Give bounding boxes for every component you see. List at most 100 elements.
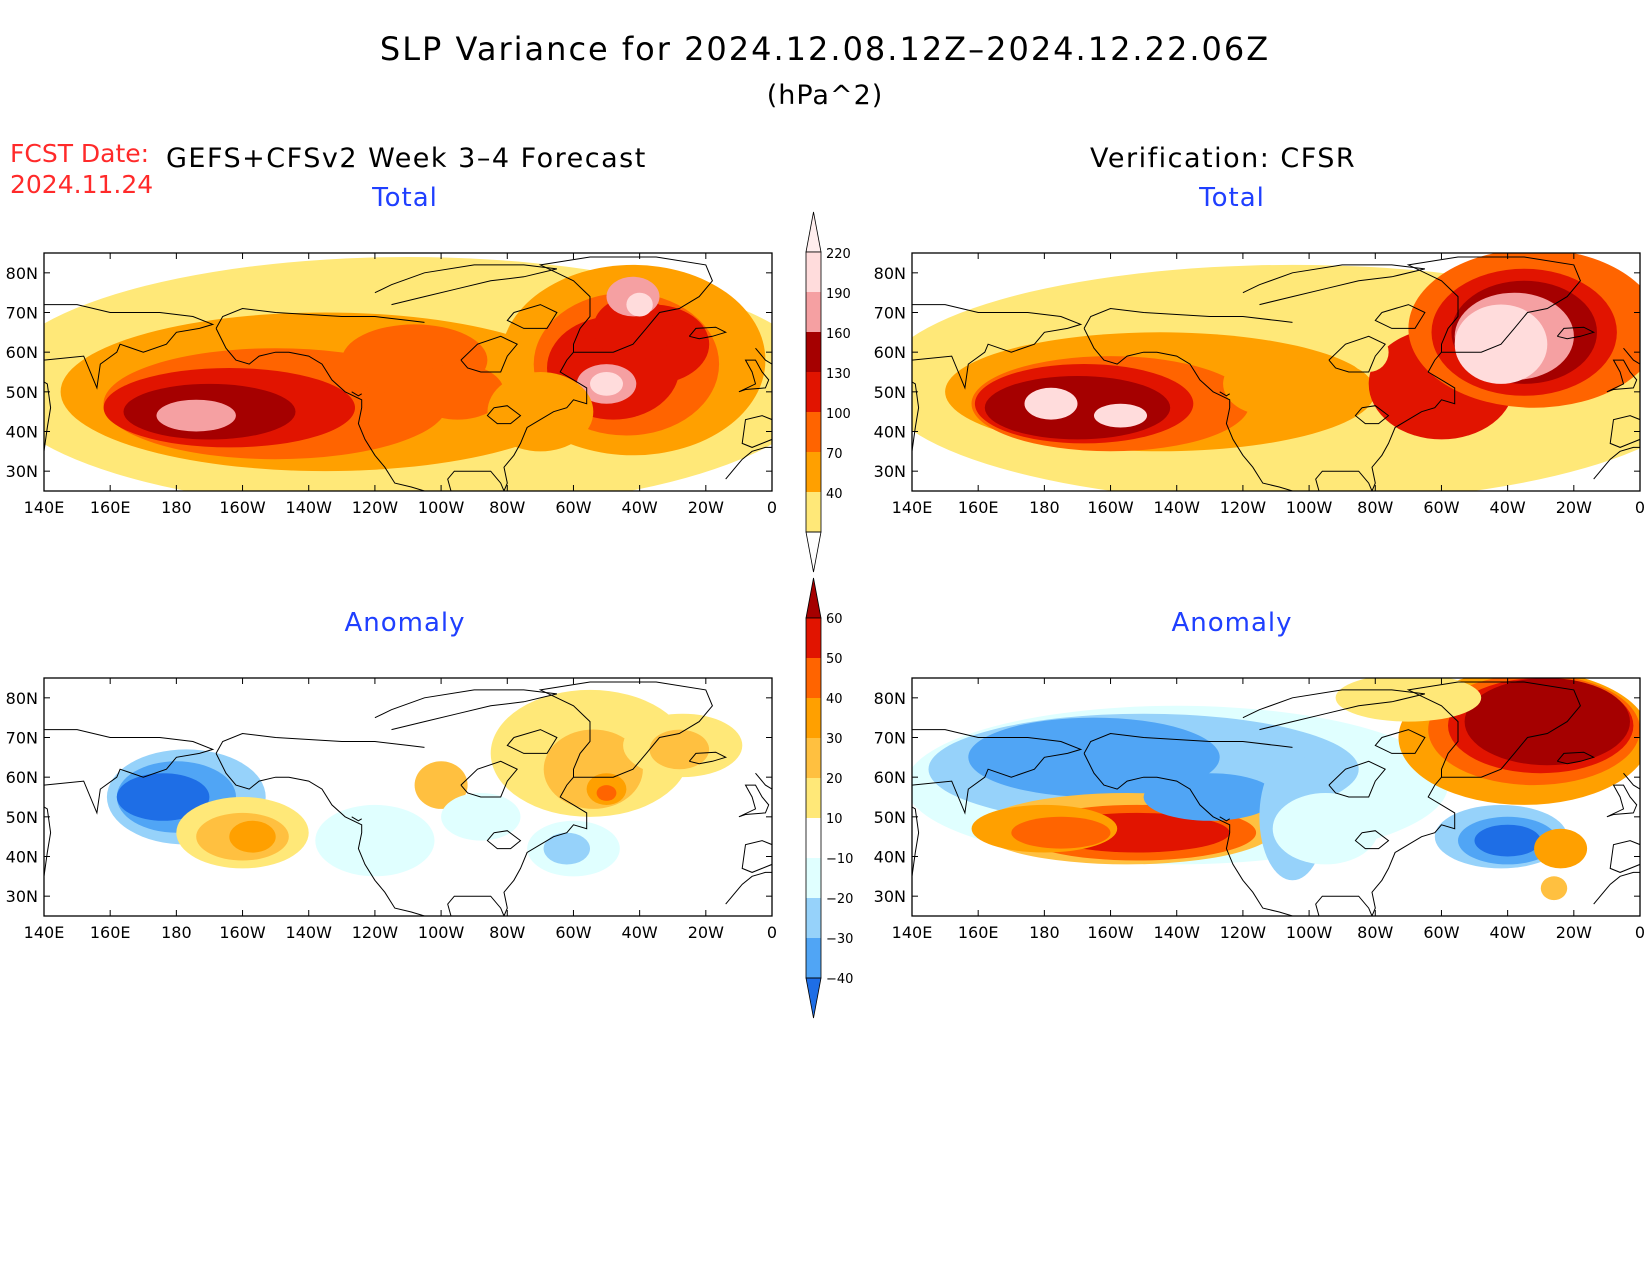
lon-label: 0 xyxy=(767,923,777,942)
panel-fcst-anomaly xyxy=(44,678,772,916)
fcst-date: FCST Date: 2024.11.24 xyxy=(10,138,153,200)
anomaly-colorbar-segment xyxy=(806,738,821,778)
coastline-uk xyxy=(738,784,770,818)
lon-label: 160E xyxy=(958,498,999,517)
coastline-scand xyxy=(1623,772,1640,790)
coastline-alaska xyxy=(215,753,425,916)
lon-label: 120W xyxy=(1220,923,1267,942)
coastline-alaskaN xyxy=(1083,307,1293,329)
lon-label: 100W xyxy=(418,923,465,942)
shaded-contour xyxy=(1464,678,1631,766)
lon-label: 20W xyxy=(688,498,724,517)
total-colorbar-label: 130 xyxy=(826,367,851,382)
lat-label: 30N xyxy=(6,887,38,906)
coastline-hudson xyxy=(1328,335,1386,373)
anomaly-colorbar-label: 30 xyxy=(826,732,843,747)
coastline-uk xyxy=(1606,784,1638,818)
anomaly-colorbar-label: 50 xyxy=(826,652,843,667)
lon-label: 160W xyxy=(219,923,266,942)
fcst-date-value: 2024.11.24 xyxy=(10,170,154,199)
panel-frame xyxy=(43,252,773,492)
coastline-greenland xyxy=(538,256,713,353)
coastline-vi xyxy=(1219,816,1230,822)
lon-label: 180 xyxy=(161,498,192,517)
coastline-lakes xyxy=(486,405,522,425)
anomaly-colorbar-segment xyxy=(806,818,821,858)
coastline-gulf xyxy=(1315,351,1456,491)
panel-verif-anomaly xyxy=(912,678,1640,916)
shaded-contour xyxy=(411,364,504,420)
coastlines xyxy=(44,256,772,491)
lon-label: 80W xyxy=(1357,498,1393,517)
coastline-scand xyxy=(1623,347,1640,365)
coastline-baffin xyxy=(1374,729,1426,754)
lat-label: 80N xyxy=(874,264,906,283)
shaded-contour xyxy=(649,729,710,770)
coastline-hudson xyxy=(460,335,518,373)
panel-frame xyxy=(43,677,773,917)
coastline-greenland xyxy=(1406,256,1581,353)
coastline-greenland xyxy=(1406,681,1581,778)
total-colorbar-label: 190 xyxy=(826,287,851,302)
lon-label: 0 xyxy=(1635,498,1645,517)
coastline-canadaIsl xyxy=(374,689,558,731)
lon-label: 40W xyxy=(1490,498,1526,517)
lon-label: 140W xyxy=(286,498,333,517)
lon-label: 20W xyxy=(1556,498,1592,517)
lat-label: 40N xyxy=(6,848,38,867)
lon-label: 0 xyxy=(1635,923,1645,942)
shaded-contour xyxy=(441,793,521,841)
anomaly-colorbar-label: 60 xyxy=(826,612,843,627)
lon-label: 100W xyxy=(418,498,465,517)
lon-label: 40W xyxy=(1490,923,1526,942)
lon-label: 80W xyxy=(489,498,525,517)
coastline-canadaIsl xyxy=(1242,264,1426,306)
lon-label: 60W xyxy=(1423,923,1459,942)
lat-label: 50N xyxy=(874,808,906,827)
lon-label: 160W xyxy=(1087,498,1134,517)
verif-anomaly-subtitle: Anomaly xyxy=(1171,608,1293,638)
coastline-asia xyxy=(44,304,215,452)
lat-label: 40N xyxy=(6,423,38,442)
verif-total-subtitle: Total xyxy=(1199,183,1265,213)
lat-label: 40N xyxy=(874,848,906,867)
anomaly-colorbar-label: 40 xyxy=(826,692,843,707)
coastline-scand xyxy=(755,347,772,365)
page-title: SLP Variance for 2024.12.08.12Z–2024.12.… xyxy=(379,30,1271,68)
lat-label: 80N xyxy=(6,689,38,708)
total-colorbar-segment xyxy=(806,292,821,332)
lon-label: 160E xyxy=(90,498,131,517)
total-colorbar-segment xyxy=(806,252,821,292)
coastline-europe xyxy=(741,840,772,873)
lon-label: 120W xyxy=(1220,498,1267,517)
shaded-contour xyxy=(156,399,236,432)
coastline-europe xyxy=(741,415,772,448)
shaded-contour xyxy=(1534,828,1588,869)
fcst-date-label: FCST Date: xyxy=(10,139,150,168)
total-colorbar-frame xyxy=(805,251,822,533)
coastlines xyxy=(912,681,1640,916)
lon-label: 120W xyxy=(352,498,399,517)
anomaly-colorbar-segment xyxy=(806,898,821,938)
lat-label: 30N xyxy=(6,462,38,481)
coastline-iceland xyxy=(688,326,728,340)
anomaly-colorbar-segment xyxy=(806,938,821,978)
lat-label: 50N xyxy=(874,383,906,402)
lat-label: 60N xyxy=(874,768,906,787)
shaded-contour xyxy=(626,292,653,317)
shaded-contour xyxy=(487,372,594,452)
anomaly-colorbar-top-arrow xyxy=(805,577,822,619)
coastline-vi xyxy=(351,816,362,822)
anomaly-colorbar-label: −40 xyxy=(826,972,853,987)
shaded-contour xyxy=(1223,352,1316,416)
lon-label: 80W xyxy=(1357,923,1393,942)
coastlines xyxy=(44,681,772,916)
shaded-contour xyxy=(315,804,435,877)
coastline-iceland xyxy=(688,751,728,765)
coastline-uk xyxy=(1606,359,1638,393)
total-colorbar-segment xyxy=(806,332,821,372)
lon-label: 20W xyxy=(688,923,724,942)
shaded-contour xyxy=(1272,793,1379,865)
anomaly-colorbar: 60 50 40 30 20 10 −10 −20 −30 −40 xyxy=(805,577,853,1019)
forecast-heading: GEFS+CFSv2 Week 3–4 Forecast xyxy=(166,143,647,174)
